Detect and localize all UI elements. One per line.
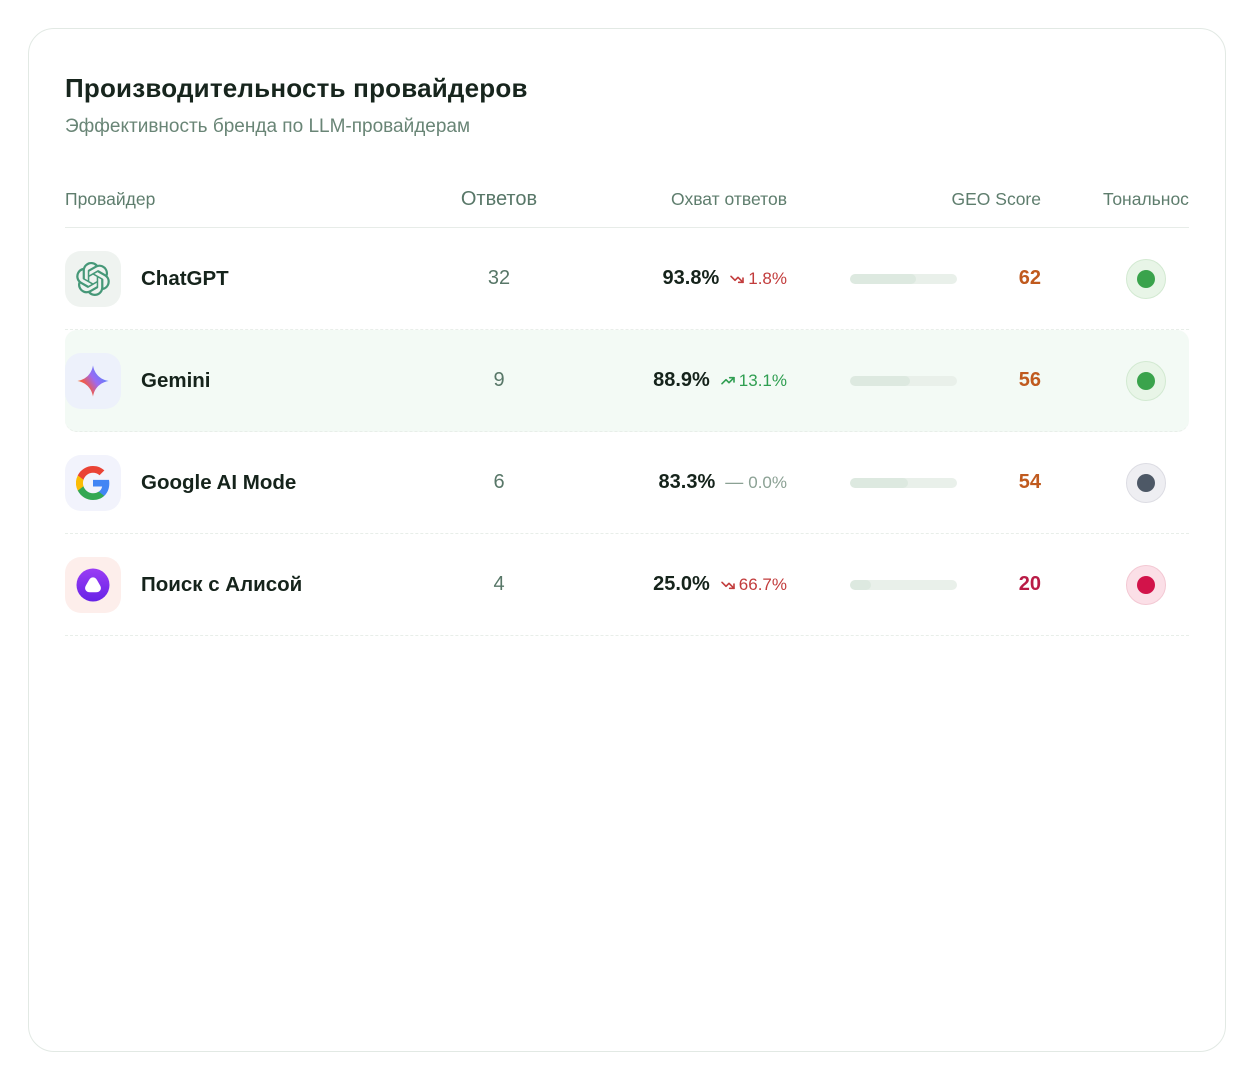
table-body: ChatGPT 32 93.8% 1.8% 62 Gemini 9 88.9% …	[65, 228, 1189, 636]
provider-name: Поиск с Алисой	[141, 572, 303, 596]
table-header: Провайдер Ответов Охват ответов GEO Scor…	[65, 188, 1189, 228]
answers-count: 32	[487, 267, 511, 289]
google-logo-icon	[65, 454, 121, 511]
coverage-value: 83.3%	[658, 471, 716, 493]
answers-count: 4	[493, 573, 505, 595]
tonality-dot-icon	[1137, 371, 1155, 390]
table-row[interactable]: Google AI Mode 6 83.3% —0.0% 54	[65, 432, 1189, 534]
provider-performance-card: Производительность провайдеров Эффективн…	[28, 28, 1226, 1052]
answers-count: 6	[493, 471, 505, 493]
alice-logo-icon	[65, 556, 121, 613]
tonality-badge	[1126, 360, 1166, 401]
coverage-value: 25.0%	[653, 573, 710, 595]
geo-progress-bar	[850, 477, 957, 488]
tonality-dot-icon	[1137, 473, 1155, 492]
answers-count: 9	[493, 369, 505, 391]
geo-score-value: 20	[1018, 573, 1041, 595]
geo-progress-bar	[850, 273, 957, 284]
page-title: Производительность провайдеров	[65, 73, 528, 103]
tonality-badge	[1126, 564, 1166, 605]
column-header-geo-score: GEO Score	[951, 189, 1041, 209]
coverage-value: 93.8%	[662, 267, 720, 289]
column-header-answers: Ответов	[460, 188, 538, 210]
provider-name: Gemini	[141, 368, 211, 392]
gemini-logo-icon	[65, 352, 121, 409]
trend-down: 1.8%	[729, 269, 787, 289]
page-subtitle: Эффективность бренда по LLM-провайдерам	[65, 116, 471, 137]
providers-table: Провайдер Ответов Охват ответов GEO Scor…	[65, 188, 1189, 636]
trend-flat: —0.0%	[725, 472, 787, 492]
table-row[interactable]: Поиск с Алисой 4 25.0% 66.7% 20	[65, 534, 1189, 636]
column-header-provider: Провайдер	[65, 189, 156, 209]
tonality-dot-icon	[1137, 269, 1155, 288]
tonality-badge	[1126, 258, 1166, 299]
column-header-coverage: Охват ответов	[671, 189, 787, 209]
trend-up: 13.1%	[720, 371, 787, 391]
geo-score-value: 54	[1018, 471, 1041, 493]
tonality-badge	[1126, 462, 1166, 503]
table-row[interactable]: Gemini 9 88.9% 13.1% 56	[65, 330, 1189, 432]
tonality-dot-icon	[1137, 575, 1155, 594]
provider-name: ChatGPT	[141, 266, 229, 290]
geo-score-value: 56	[1018, 369, 1041, 391]
table-row[interactable]: ChatGPT 32 93.8% 1.8% 62	[65, 228, 1189, 330]
geo-progress-bar	[850, 375, 957, 386]
geo-progress-bar	[850, 579, 957, 590]
coverage-value: 88.9%	[653, 369, 710, 391]
column-header-tonality: Тональность	[1103, 189, 1189, 209]
chatgpt-logo-icon	[65, 250, 121, 307]
trend-down: 66.7%	[720, 575, 787, 595]
provider-name: Google AI Mode	[141, 470, 297, 494]
geo-score-value: 62	[1018, 267, 1041, 289]
